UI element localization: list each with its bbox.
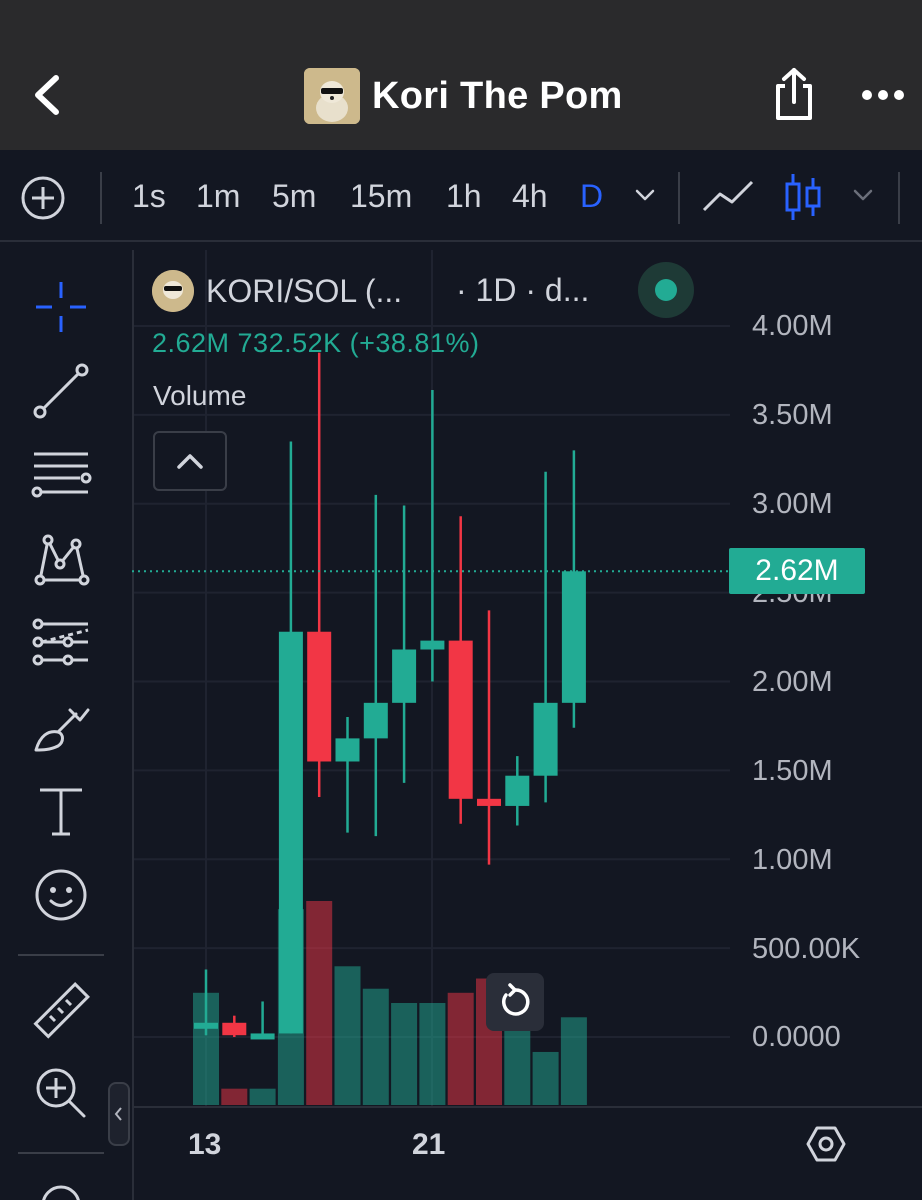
chevron-down-icon — [635, 189, 655, 201]
share-button[interactable] — [770, 66, 818, 124]
symbol-avatar — [152, 270, 194, 312]
header-title-group: Kori The Pom — [304, 68, 623, 124]
interval-1s[interactable]: 1s — [132, 178, 166, 214]
price-axis-label: 500.00K — [752, 933, 861, 965]
price-axis-label: 1.50M — [752, 755, 833, 787]
time-axis[interactable] — [132, 1108, 922, 1200]
symbol-legend[interactable]: KORI/SOL (... — [152, 268, 402, 314]
chart-toolbar: 1s 1m 5m 15m 1h 4h D — [0, 150, 922, 242]
ruler-icon — [33, 982, 90, 1039]
back-button[interactable] — [28, 70, 72, 120]
chevron-left-icon — [114, 1107, 122, 1121]
toolbar-divider — [898, 172, 900, 224]
symbol-name: KORI/SOL (... — [206, 272, 403, 309]
reset-chart-button[interactable] — [486, 973, 544, 1031]
drawing-toolbar — [0, 244, 122, 1200]
interval-15m[interactable]: 15m — [350, 178, 413, 214]
dog-icon — [152, 270, 194, 312]
price-axis-label: 3.50M — [752, 399, 833, 431]
text-tool[interactable] — [30, 780, 92, 842]
share-icon — [776, 68, 812, 120]
crosshair-icon — [36, 282, 86, 332]
interval-d[interactable]: D — [580, 178, 604, 214]
toolbar-collapse-handle[interactable] — [108, 1082, 130, 1146]
zoom-in-tool[interactable] — [30, 1062, 92, 1124]
interval-5m[interactable]: 5m — [272, 178, 317, 214]
current-price-tag: 2.62M — [729, 548, 865, 594]
forecast-tool[interactable] — [30, 612, 92, 674]
price-axis-label: 2.00M — [752, 666, 833, 698]
market-status-dot[interactable] — [638, 262, 694, 318]
settings-hexagon-icon — [806, 1126, 846, 1162]
ohlc-values: 2.62M 732.52K (+38.81%) — [152, 328, 480, 358]
forecast-icon — [32, 618, 89, 666]
add-indicator-button[interactable] — [20, 175, 66, 221]
pattern-tool[interactable] — [30, 528, 92, 590]
chart-type-dropdown[interactable] — [852, 188, 874, 202]
trend-line-tool[interactable] — [30, 360, 92, 422]
candle-chart-button[interactable] — [784, 172, 822, 222]
line-chart-button[interactable] — [700, 176, 756, 216]
brush-tool[interactable] — [30, 696, 92, 758]
ruler-tool[interactable] — [30, 980, 92, 1042]
horizontal-lines-icon — [31, 452, 92, 498]
brush-icon — [34, 708, 90, 752]
app-header: Kori The Pom — [0, 0, 922, 150]
chevron-down-icon — [853, 189, 873, 201]
plus-circle-icon — [21, 176, 65, 220]
time-axis-label: 21 — [412, 1128, 446, 1161]
tools-divider — [18, 1152, 104, 1154]
token-avatar — [304, 68, 360, 124]
horizontal-lines-tool[interactable] — [30, 444, 92, 506]
time-axis-label: 13 — [188, 1128, 222, 1161]
symbol-interval-meta: · 1D · d... — [456, 272, 590, 308]
volume-indicator-label[interactable]: Volume — [153, 380, 247, 411]
price-axis-label: 0.0000 — [752, 1021, 841, 1053]
chevron-left-icon — [35, 75, 59, 115]
candlestick-icon — [785, 174, 821, 220]
crosshair-tool[interactable] — [30, 276, 92, 338]
text-icon — [40, 788, 82, 836]
more-button[interactable] — [860, 84, 906, 106]
interval-1m[interactable]: 1m — [196, 178, 241, 214]
line-chart-icon — [702, 180, 754, 212]
interval-dropdown[interactable] — [634, 188, 656, 202]
magnet-tool[interactable] — [30, 1174, 92, 1200]
toolbar-divider — [100, 172, 102, 224]
price-axis-label: 1.00M — [752, 844, 833, 876]
price-axis-label: 3.00M — [752, 488, 833, 520]
smiley-icon — [35, 869, 87, 921]
page-title: Kori The Pom — [372, 74, 623, 117]
search-icon — [42, 1185, 80, 1200]
chart-pane[interactable] — [132, 250, 922, 1200]
pattern-icon — [34, 534, 90, 586]
tools-divider — [18, 954, 104, 956]
toolbar-divider — [678, 172, 680, 224]
interval-4h[interactable]: 4h — [512, 178, 548, 214]
zoom-in-icon — [36, 1068, 86, 1118]
collapse-indicators-button[interactable] — [153, 431, 227, 491]
price-axis-label: 4.00M — [752, 310, 833, 342]
trend-line-icon — [33, 363, 89, 419]
dog-icon — [304, 68, 360, 124]
emoji-tool[interactable] — [30, 864, 92, 926]
chevron-up-icon — [177, 454, 203, 469]
reset-icon — [502, 983, 530, 1016]
more-horizontal-icon — [862, 90, 904, 100]
chart-settings-button[interactable] — [806, 1124, 846, 1164]
interval-1h[interactable]: 1h — [446, 178, 482, 214]
